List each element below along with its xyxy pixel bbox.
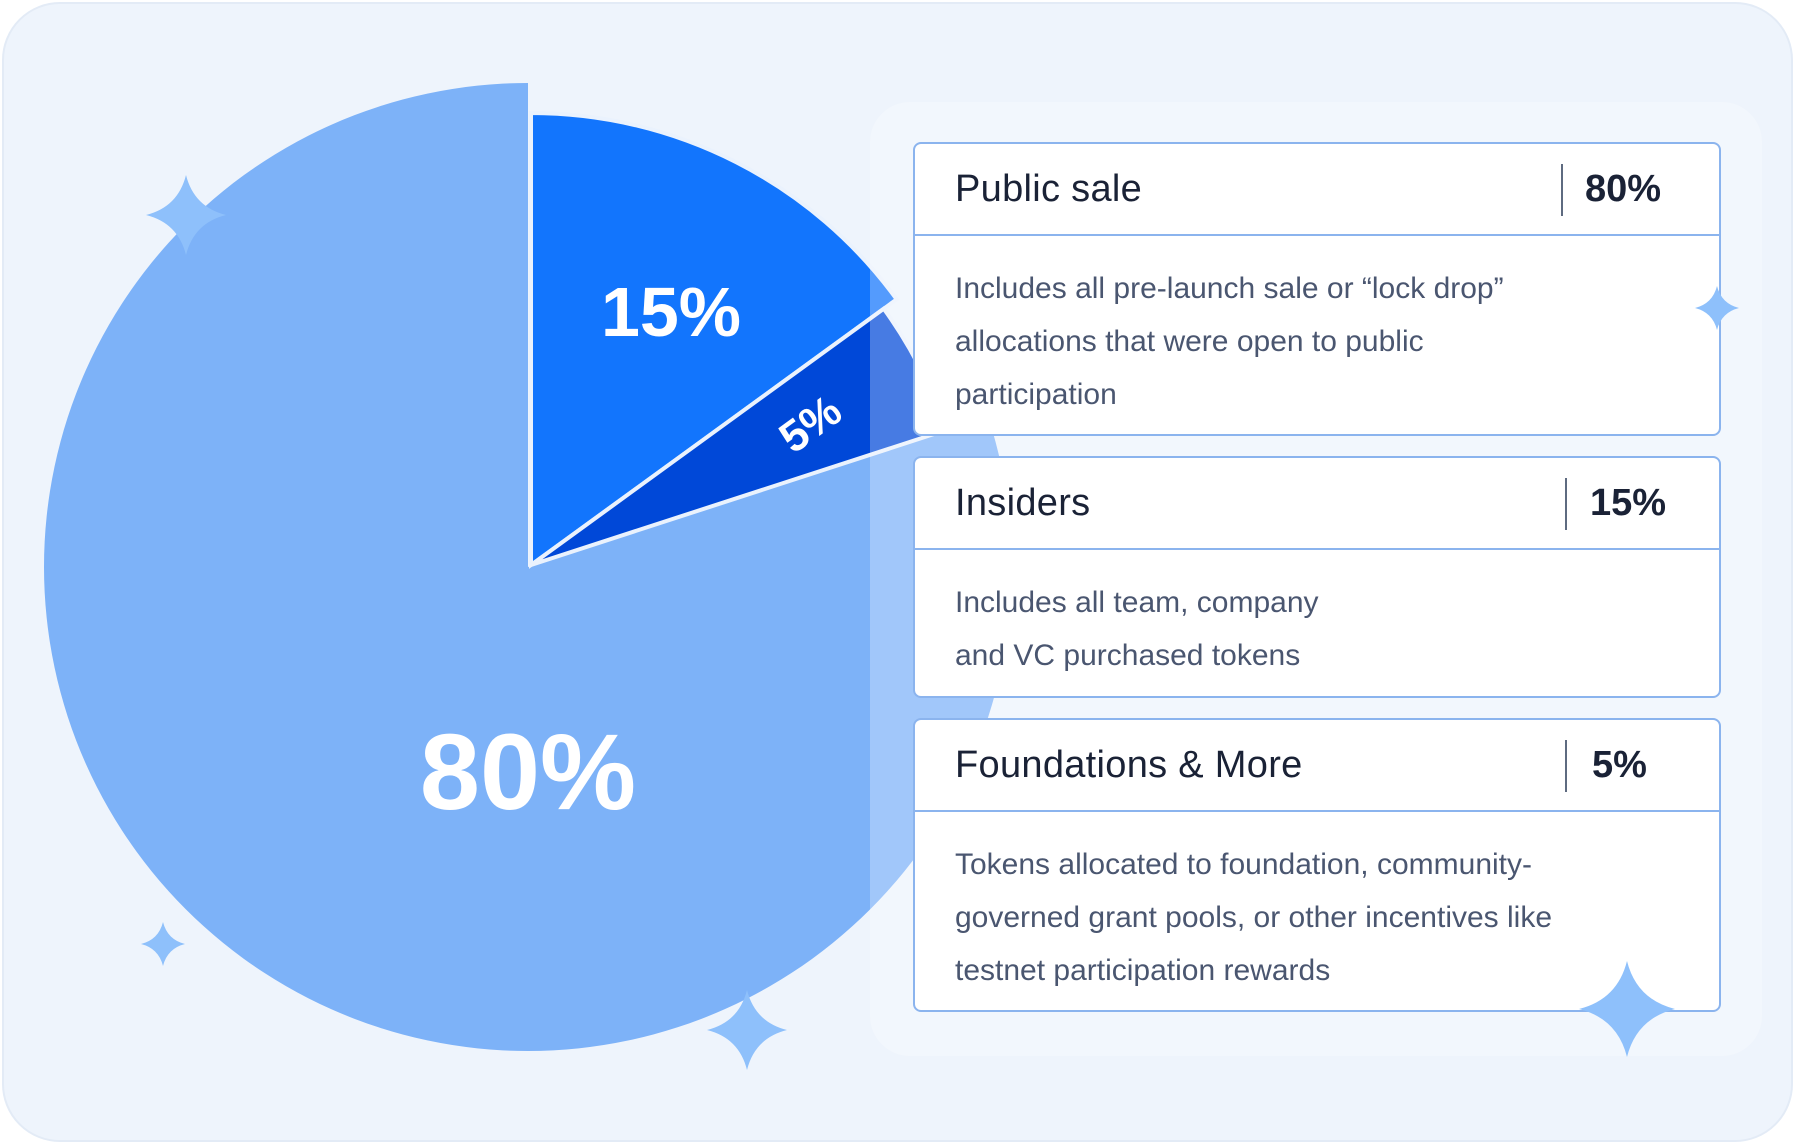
legend-card-value: 80% [1585, 168, 1662, 210]
legend-card-description: Tokens allocated to foundation, communit… [955, 848, 1553, 987]
legend-card-divider [1565, 740, 1567, 792]
legend-card-header: Insiders 15% [915, 458, 1719, 550]
legend-card-description: Includes all pre-launch sale or “lock dr… [955, 272, 1504, 411]
legend-card-title: Foundations & More [955, 744, 1303, 786]
sparkle-icon [707, 990, 787, 1070]
pie-slice-insiders [529, 110, 900, 569]
pie-slice-public-sale [43, 83, 1012, 1051]
sparkle-icon [141, 922, 185, 966]
legend-card-foundations: Foundations & More 5% Tokens allocated t… [913, 718, 1721, 1012]
legend-card-description: Includes all team, company and VC purcha… [955, 586, 1319, 672]
legend-card-value: 15% [1590, 482, 1667, 524]
legend-card-header: Foundations & More 5% [915, 720, 1719, 812]
legend-card-divider [1565, 478, 1567, 530]
legend-card-value: 5% [1592, 744, 1647, 786]
pie-label-insiders: 15% [601, 273, 741, 351]
pie-label-public-sale: 80% [420, 711, 636, 832]
sparkle-icon [146, 175, 226, 255]
pie-chart: 80%15%5% [43, 83, 1012, 1070]
legend-card-public-sale: Public sale 80% Includes all pre-launch … [913, 142, 1721, 436]
legend-card-header: Public sale 80% [915, 144, 1719, 236]
legend-card-title: Insiders [955, 482, 1091, 524]
legend-card-insiders: Insiders 15% Includes all team, company … [913, 456, 1721, 698]
sparkles [141, 175, 787, 1070]
legend-card-title: Public sale [955, 168, 1143, 210]
legend-card-divider [1561, 164, 1563, 216]
